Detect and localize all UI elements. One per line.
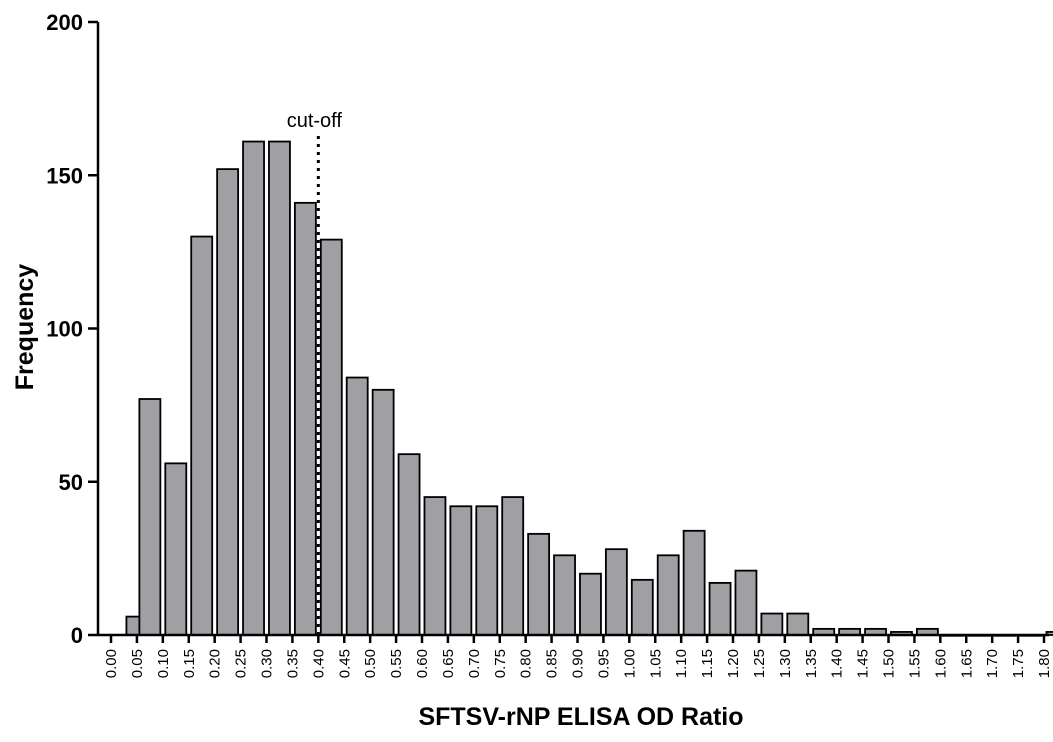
x-tick-label: 1.20 (725, 649, 742, 678)
x-tick-label: 0.75 (492, 649, 509, 678)
x-tick-label: 1.00 (621, 649, 638, 678)
x-tick-label: 1.45 (855, 649, 872, 678)
x-tick-label: 0.90 (570, 649, 587, 678)
y-axis-title: Frequency (11, 264, 39, 391)
x-tick-label: 0.00 (103, 649, 120, 678)
histogram-bar (527, 532, 551, 636)
y-tick-label: 100 (46, 317, 83, 342)
x-tick-label: 1.25 (751, 649, 768, 678)
y-tick-label: 0 (71, 623, 83, 648)
x-tick-label: 1.15 (699, 649, 716, 678)
histogram-bars (125, 140, 1053, 637)
histogram-bar (138, 398, 162, 636)
x-tick-label: 0.15 (181, 649, 198, 678)
histogram-bar (630, 578, 654, 636)
histogram-bar (553, 554, 576, 636)
x-tick-label: 0.35 (284, 649, 301, 678)
histogram-bar (319, 238, 343, 636)
x-tick-label: 0.25 (233, 649, 250, 678)
histogram-bar (190, 235, 214, 636)
x-tick-label: 0.80 (518, 649, 535, 678)
histogram-bar (734, 569, 758, 636)
axes (96, 22, 1049, 637)
x-tick-label: 1.10 (673, 649, 690, 678)
histogram-bar (579, 572, 602, 636)
x-tick-label: 0.85 (544, 649, 561, 678)
histogram-bar (423, 496, 447, 636)
x-tick-label: 0.05 (129, 649, 146, 678)
histogram-bar (760, 612, 784, 636)
histogram-bar (604, 548, 628, 636)
x-tick-label: 0.45 (336, 649, 353, 678)
histogram-bar (345, 376, 369, 636)
x-tick-label: 1.50 (881, 649, 898, 678)
histogram-bar (268, 140, 291, 636)
x-tick-label: 1.60 (932, 649, 949, 678)
x-tick-label: 0.10 (155, 649, 172, 678)
histogram-bar (786, 612, 810, 636)
x-tick-label: 1.70 (984, 649, 1001, 678)
x-tick-label: 0.60 (414, 649, 431, 678)
cutoff-label: cut-off (287, 110, 343, 132)
x-tick-label: 0.65 (440, 649, 457, 678)
x-axis-ticks: 0.00 0.05 0.10 0.15 0.20 0.25 0.30 0.35 0.40 0.45… (103, 635, 1053, 678)
histogram-bar (397, 453, 421, 636)
histogram-bar (708, 581, 732, 636)
histogram-bar (475, 505, 499, 636)
x-tick-label: 0.55 (388, 649, 405, 678)
x-tick-label: 0.70 (466, 649, 483, 678)
y-tick-label: 50 (59, 470, 83, 495)
x-tick-label: 1.75 (1010, 649, 1027, 678)
histogram-bar (682, 529, 706, 636)
x-tick-label: 0.95 (595, 649, 612, 678)
y-tick-label: 150 (46, 163, 83, 188)
y-axis-ticks: 0 50 100 150 200 (46, 10, 98, 648)
x-tick-label: 1.55 (906, 649, 923, 678)
histogram-bar (293, 201, 317, 636)
x-axis-title: SFTSV-rNP ELISA OD Ratio (418, 703, 743, 731)
histogram-bar (1045, 631, 1053, 636)
histogram-bar (371, 388, 395, 636)
cutoff-marker: cut-off (287, 110, 343, 635)
x-tick-label: 1.40 (829, 649, 846, 678)
histogram-bar (449, 505, 473, 636)
x-tick-label: 0.50 (362, 649, 379, 678)
x-tick-label: 0.30 (259, 649, 276, 678)
histogram-bar (501, 496, 525, 636)
x-tick-label: 1.35 (803, 649, 820, 678)
histogram-bar (164, 462, 188, 636)
x-tick-label: 1.80 (1036, 649, 1053, 678)
y-tick-label: 200 (46, 10, 83, 35)
x-tick-label: 1.05 (647, 649, 664, 678)
histogram-bar (656, 554, 680, 636)
x-tick-label: 0.40 (310, 649, 327, 678)
x-tick-label: 0.20 (207, 649, 224, 678)
histogram-bar (242, 140, 265, 636)
x-tick-label: 1.30 (777, 649, 794, 678)
histogram-bar (216, 168, 240, 636)
x-tick-label: 1.65 (958, 649, 975, 678)
